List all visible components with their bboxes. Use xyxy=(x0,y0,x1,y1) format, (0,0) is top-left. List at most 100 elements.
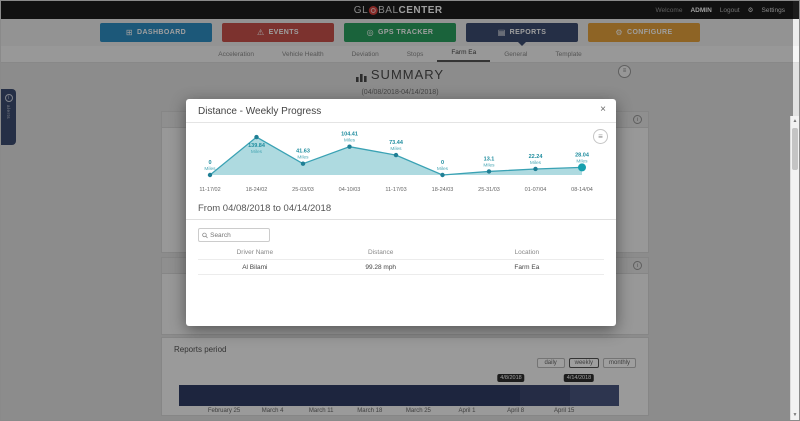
svg-text:11-17/03: 11-17/03 xyxy=(385,187,406,193)
chart-point[interactable] xyxy=(300,161,306,166)
weekly-chart-area: 0 Miles 11-17/02 139.84 Miles 18-24/02 41.63 Mi… xyxy=(188,129,614,200)
scroll-up-icon[interactable]: ▲ xyxy=(792,118,798,124)
summary-heading: SUMMARY (04/08/2018-04/14/2018) xyxy=(1,67,799,96)
table-header-row: Driver Name Distance Location xyxy=(198,246,604,260)
svg-text:41.63: 41.63 xyxy=(296,149,310,155)
period-buttons: daily weekly monthly xyxy=(536,358,636,368)
svg-text:04-10/03: 04-10/03 xyxy=(339,187,361,193)
svg-text:28.04: 28.04 xyxy=(575,152,590,158)
timeline-highlight-segment xyxy=(520,385,570,406)
svg-text:Miles: Miles xyxy=(576,158,588,164)
nav-events-button[interactable]: ⚠ EVENTS xyxy=(222,23,334,42)
page-scrollbar[interactable]: ▲ ▼ xyxy=(790,116,799,420)
tab-acceleration[interactable]: Acceleration xyxy=(218,51,255,58)
timeline-axis-label: March 25 xyxy=(405,408,431,414)
chart-point[interactable] xyxy=(207,172,213,178)
table-column-header: Location xyxy=(514,249,540,256)
reports-period-title: Reports period xyxy=(174,345,227,354)
logo-globe-icon xyxy=(368,5,378,15)
logo: GL BAL CENTER xyxy=(354,1,443,19)
timeline-axis-label: March 4 xyxy=(261,408,284,414)
chart-point[interactable] xyxy=(254,134,259,140)
svg-text:11-17/02: 11-17/02 xyxy=(199,187,220,193)
table-column-header: Distance xyxy=(368,249,394,256)
range-end-tooltip: 4/14/2018 xyxy=(563,374,595,382)
date-range-line: From 04/08/2018 to 04/14/2018 xyxy=(186,200,616,220)
timeline-axis-label: April 8 xyxy=(507,408,525,414)
side-alerts-tab[interactable]: i alerts xyxy=(1,89,16,145)
search-icon xyxy=(202,232,208,238)
svg-text:13.1: 13.1 xyxy=(484,156,495,162)
timeline-axis-label: April 1 xyxy=(458,408,476,414)
summary-menu-button[interactable]: ≡ xyxy=(618,65,631,78)
timeline-bar[interactable] xyxy=(179,385,619,406)
scrollbar-thumb[interactable] xyxy=(792,128,798,170)
table-row[interactable]: Al Bilami 99.28 mph Farm Ea xyxy=(198,259,604,275)
nav-gps-tracker-label: GPS TRACKER xyxy=(378,29,434,36)
info-icon[interactable]: i xyxy=(633,261,642,270)
logo-text-mid: BAL xyxy=(378,4,399,16)
table-cell: Al Bilami xyxy=(198,259,312,275)
nav-gps-tracker-button[interactable]: ◎ GPS TRACKER xyxy=(344,23,456,42)
nav-configure-label: CONFIGURE xyxy=(626,29,673,36)
svg-text:Miles: Miles xyxy=(251,149,263,155)
tab-vehicle-health[interactable]: Vehicle Health xyxy=(282,51,324,58)
svg-text:22.24: 22.24 xyxy=(529,154,544,160)
svg-text:18-24/03: 18-24/03 xyxy=(432,187,454,193)
search-input[interactable] xyxy=(210,231,266,239)
svg-text:139.84: 139.84 xyxy=(248,143,266,149)
tab-template[interactable]: Template xyxy=(555,51,582,58)
chart-current-point[interactable] xyxy=(578,163,586,172)
svg-text:Miles: Miles xyxy=(344,138,356,144)
chart-point[interactable] xyxy=(486,169,492,174)
svg-text:0: 0 xyxy=(208,160,211,166)
username: ADMIN xyxy=(690,6,712,14)
close-icon[interactable]: × xyxy=(600,104,606,115)
logout-link[interactable]: Logout xyxy=(719,6,740,14)
nav-configure-button[interactable]: ⚙ CONFIGURE xyxy=(588,23,700,42)
chart-point[interactable] xyxy=(533,166,538,172)
info-icon[interactable]: i xyxy=(633,115,642,124)
daily-button[interactable]: daily xyxy=(536,358,565,368)
top-right-links: Welcome ADMIN Logout ⚙ Settings xyxy=(655,1,785,19)
settings-icon: ⚙ xyxy=(747,7,754,14)
svg-text:73.44: 73.44 xyxy=(389,140,404,146)
nav-reports-label: REPORTS xyxy=(509,29,547,36)
chart-point[interactable] xyxy=(393,152,399,158)
scroll-down-icon[interactable]: ▼ xyxy=(792,412,798,418)
monthly-button[interactable]: monthly xyxy=(602,358,636,368)
gps-tracker-icon: ◎ xyxy=(366,28,375,37)
chart-point[interactable] xyxy=(440,172,445,178)
settings-link[interactable]: Settings xyxy=(761,6,786,14)
timeline-selected-segment xyxy=(570,385,619,406)
timeline-axis: February 25 March 4 March 11 March 18 March … xyxy=(179,408,619,416)
summary-title-row: SUMMARY xyxy=(355,67,445,82)
report-tabs: Acceleration Vehicle Health Deviation St… xyxy=(1,46,799,63)
timeline-axis-label: February 25 xyxy=(207,408,241,414)
summary-title: SUMMARY xyxy=(370,67,445,82)
reports-period-panel: Reports period daily weekly monthly 4/8/… xyxy=(161,337,649,416)
side-tab-label: alerts xyxy=(6,105,11,120)
bar-chart-icon xyxy=(355,74,367,82)
summary-date-range: (04/08/2018-04/14/2018) xyxy=(361,89,439,96)
svg-text:Miles: Miles xyxy=(437,166,449,172)
nav-reports-button[interactable]: ▤ REPORTS xyxy=(466,23,578,46)
reports-icon: ▤ xyxy=(497,28,506,37)
tab-stops[interactable]: Stops xyxy=(406,51,424,58)
table-column-header: Driver Name xyxy=(236,249,274,256)
chart-point[interactable] xyxy=(347,144,352,149)
tab-farm-ea[interactable]: Farm Ea xyxy=(437,49,491,62)
table-cell: Farm Ea xyxy=(449,259,604,275)
nav-events-label: EVENTS xyxy=(268,29,299,36)
nav-dashboard-label: DASHBOARD xyxy=(137,29,187,36)
svg-text:Miles: Miles xyxy=(530,160,542,166)
tab-general[interactable]: General xyxy=(504,51,528,58)
weekly-button[interactable]: weekly xyxy=(568,358,599,368)
svg-text:Miles: Miles xyxy=(483,162,495,168)
nav-dashboard-button[interactable]: ⊞ DASHBOARD xyxy=(100,23,212,42)
tab-deviation[interactable]: Deviation xyxy=(351,51,379,58)
svg-text:Miles: Miles xyxy=(390,146,402,152)
events-icon: ⚠ xyxy=(257,28,265,37)
chart-export-menu-button[interactable]: ≡ xyxy=(593,129,608,144)
